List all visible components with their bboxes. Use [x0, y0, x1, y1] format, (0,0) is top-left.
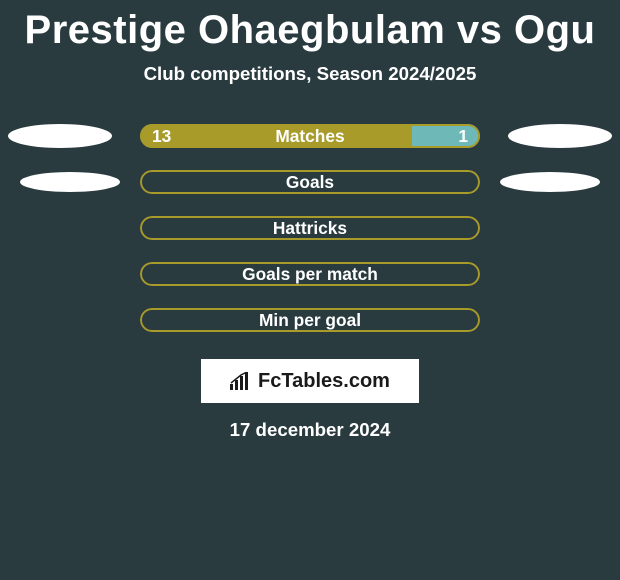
stat-row: Min per goal: [0, 297, 620, 343]
side-ellipse: [20, 172, 120, 192]
bar-value-left: 13: [152, 124, 171, 148]
comparison-panel: Prestige Ohaegbulam vs Ogu Club competit…: [0, 0, 620, 441]
side-ellipse: [508, 124, 612, 148]
bar-label: Goals per match: [140, 262, 480, 286]
bar-label: Min per goal: [140, 308, 480, 332]
bar-value-right: 1: [458, 124, 468, 148]
stat-bar: Hattricks: [140, 216, 480, 240]
stat-bar: Goals per match: [140, 262, 480, 286]
stat-row: Goals per match: [0, 251, 620, 297]
watermark-text: FcTables.com: [258, 370, 390, 393]
stat-row: Goals: [0, 159, 620, 205]
stat-row: Hattricks: [0, 205, 620, 251]
page-title: Prestige Ohaegbulam vs Ogu: [0, 8, 620, 53]
side-ellipse: [8, 124, 112, 148]
bar-label: Matches: [140, 124, 480, 148]
subtitle: Club competitions, Season 2024/2025: [0, 63, 620, 85]
stat-bar: Min per goal: [140, 308, 480, 332]
stat-bar: Matches13 1: [140, 124, 480, 148]
bar-chart-icon: [230, 372, 252, 390]
watermark: FcTables.com: [201, 359, 419, 403]
date-label: 17 december 2024: [0, 419, 620, 441]
bar-label: Hattricks: [140, 216, 480, 240]
stat-rows: Matches13 1 Goals Hattricks Goals per match M…: [0, 113, 620, 343]
stat-row: Matches13 1: [0, 113, 620, 159]
side-ellipse: [500, 172, 600, 192]
bar-label: Goals: [140, 170, 480, 194]
stat-bar: Goals: [140, 170, 480, 194]
